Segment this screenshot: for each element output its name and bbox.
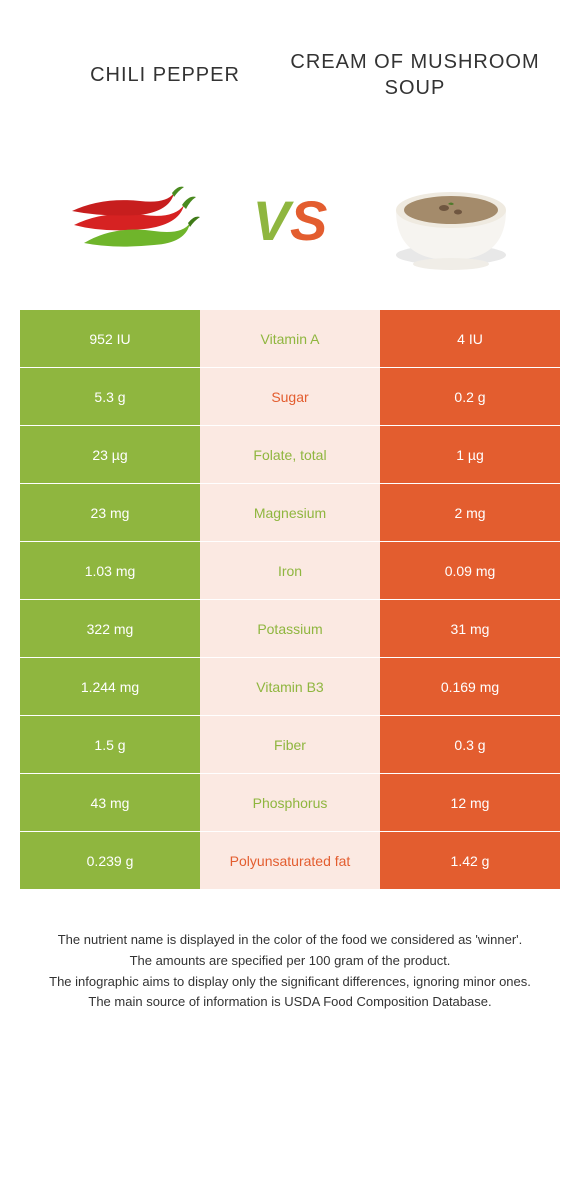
- nutrient-label: Iron: [200, 542, 380, 599]
- nutrient-right-value: 1 µg: [380, 426, 560, 483]
- nutrient-row: 0.239 gPolyunsaturated fat1.42 g: [20, 832, 560, 890]
- nutrient-label: Polyunsaturated fat: [200, 832, 380, 889]
- nutrient-left-value: 43 mg: [20, 774, 200, 831]
- nutrient-row: 23 µgFolate, total1 µg: [20, 426, 560, 484]
- nutrient-left-value: 1.244 mg: [20, 658, 200, 715]
- nutrient-label: Fiber: [200, 716, 380, 773]
- nutrient-right-value: 1.42 g: [380, 832, 560, 889]
- footnote-line: The amounts are specified per 100 gram o…: [30, 951, 550, 972]
- chili-pepper-icon: [54, 165, 204, 275]
- nutrient-right-value: 12 mg: [380, 774, 560, 831]
- vs-label: VS: [253, 188, 328, 253]
- nutrient-row: 322 mgPotassium31 mg: [20, 600, 560, 658]
- nutrient-right-value: 0.2 g: [380, 368, 560, 425]
- nutrient-left-value: 0.239 g: [20, 832, 200, 889]
- nutrient-right-value: 31 mg: [380, 600, 560, 657]
- header-row: Chili pepper Cream of mushroom soup: [0, 0, 580, 130]
- nutrient-right-value: 2 mg: [380, 484, 560, 541]
- nutrient-label: Potassium: [200, 600, 380, 657]
- nutrient-label: Sugar: [200, 368, 380, 425]
- soup-bowl-icon: [376, 160, 526, 280]
- footnotes-block: The nutrient name is displayed in the co…: [0, 890, 580, 1033]
- nutrient-right-value: 0.09 mg: [380, 542, 560, 599]
- nutrient-right-value: 0.3 g: [380, 716, 560, 773]
- nutrient-label: Folate, total: [200, 426, 380, 483]
- nutrient-row: 43 mgPhosphorus12 mg: [20, 774, 560, 832]
- images-row: VS: [0, 130, 580, 310]
- food-right-title: Cream of mushroom soup: [290, 49, 540, 101]
- nutrient-left-value: 23 mg: [20, 484, 200, 541]
- nutrient-row: 1.244 mgVitamin B30.169 mg: [20, 658, 560, 716]
- nutrient-row: 1.5 gFiber0.3 g: [20, 716, 560, 774]
- vs-s-letter: S: [290, 188, 327, 253]
- soup-image: [376, 160, 526, 280]
- nutrient-label: Vitamin B3: [200, 658, 380, 715]
- nutrient-left-value: 322 mg: [20, 600, 200, 657]
- nutrient-label: Magnesium: [200, 484, 380, 541]
- footnote-line: The nutrient name is displayed in the co…: [30, 930, 550, 951]
- nutrient-label: Phosphorus: [200, 774, 380, 831]
- nutrient-left-value: 1.5 g: [20, 716, 200, 773]
- footnote-line: The infographic aims to display only the…: [30, 972, 550, 993]
- nutrient-table: 952 IUVitamin A4 IU5.3 gSugar0.2 g23 µgF…: [0, 310, 580, 890]
- nutrient-label: Vitamin A: [200, 310, 380, 367]
- nutrient-left-value: 5.3 g: [20, 368, 200, 425]
- nutrient-left-value: 23 µg: [20, 426, 200, 483]
- chili-pepper-image: [54, 160, 204, 280]
- nutrient-right-value: 4 IU: [380, 310, 560, 367]
- footnote-line: The main source of information is USDA F…: [30, 992, 550, 1013]
- nutrient-row: 952 IUVitamin A4 IU: [20, 310, 560, 368]
- nutrient-left-value: 1.03 mg: [20, 542, 200, 599]
- vs-v-letter: V: [253, 188, 290, 253]
- food-left-title: Chili pepper: [40, 62, 290, 88]
- nutrient-row: 23 mgMagnesium2 mg: [20, 484, 560, 542]
- nutrient-row: 1.03 mgIron0.09 mg: [20, 542, 560, 600]
- nutrient-right-value: 0.169 mg: [380, 658, 560, 715]
- nutrient-row: 5.3 gSugar0.2 g: [20, 368, 560, 426]
- nutrient-left-value: 952 IU: [20, 310, 200, 367]
